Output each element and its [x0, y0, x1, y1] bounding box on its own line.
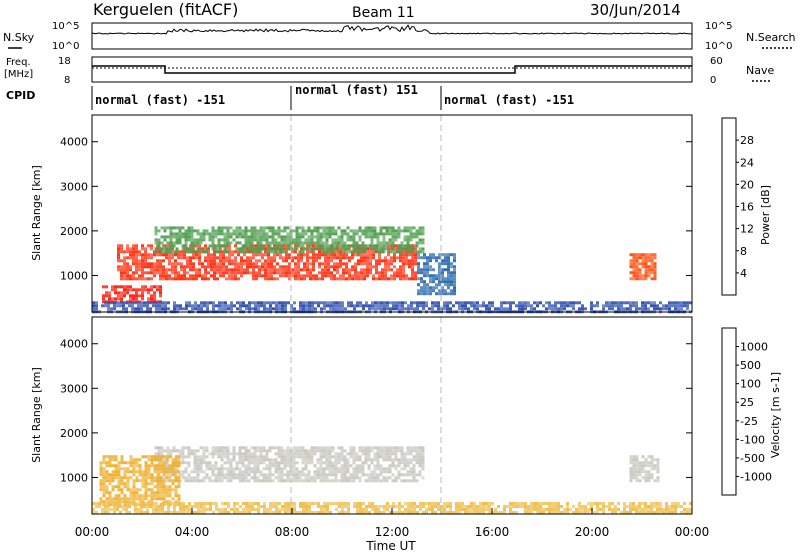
power-ytick-label-2: 2000 [60, 225, 88, 238]
cpid-segment-3: normal (fast) -151 [444, 93, 574, 107]
velocity-colorbar: 1000 500 100 25 -25 -100 -500 -1000 [721, 327, 772, 496]
nsearch-label: N.Search [746, 31, 796, 44]
beam-title: Beam 11 [352, 5, 415, 21]
time-x-axis: 00:00 04:00 08:00 12:00 16:00 20:00 00:00 [75, 508, 710, 539]
velocity-colorbar-tick-4: -25 [740, 415, 758, 428]
station-title: Kerguelen (fitACF) [93, 0, 238, 19]
power-colorbar: 28 24 20 16 12 8 4 [721, 117, 754, 296]
nsky-trace [91, 24, 692, 35]
velocity-colorbar-tick-1: 500 [740, 359, 761, 372]
cpid-segment-2: normal (fast) 151 [295, 83, 418, 97]
velocity-colorbar-label: Velocity [m s-1] [769, 372, 782, 458]
velocity-region-2 [92, 502, 692, 514]
power-colorbar-tick-3: 16 [740, 201, 754, 214]
nsearch-tick-bottom: 10^0 [705, 41, 732, 52]
velocity-colorbar-tick-7: -1000 [740, 470, 772, 483]
nave-label: Nave [746, 64, 774, 77]
power-ytick-label-0: 4000 [60, 136, 88, 149]
nave-tick-top: 60 [710, 56, 723, 67]
velocity-colorbar-tick-0: 1000 [740, 341, 768, 354]
power-region-1 [102, 285, 162, 304]
velocity-ytick-label-0: 4000 [60, 338, 88, 351]
power-panel: 4000 3000 2000 1000 Slant Range [km] 28 24 20… [30, 114, 772, 314]
power-ylabel: Slant Range [km] [30, 165, 43, 261]
velocity-ylabel: Slant Range [km] [30, 367, 43, 463]
xtick-label-3: 12:00 [375, 525, 410, 539]
cpid-segment-1: normal (fast) -151 [95, 93, 225, 107]
velocity-colorbar-tick-5: -100 [740, 433, 765, 446]
xtick-label-4: 16:00 [475, 525, 510, 539]
velocity-colorbar-tick-6: -500 [740, 452, 765, 465]
freq-unit-label: [MHz] [4, 69, 33, 80]
nsky-panel: N.Sky 10^5 10^0 10^5 10^0 N.Search [3, 21, 796, 52]
velocity-ytick-label-1: 3000 [60, 382, 88, 395]
velocity-ytick-label-3: 1000 [60, 471, 88, 484]
xtick-label-1: 04:00 [175, 525, 210, 539]
power-colorbar-tick-6: 4 [740, 267, 747, 280]
freq-panel: Freq. [MHz] 18 8 60 0 Nave [4, 56, 774, 86]
xtick-label-0: 00:00 [75, 525, 110, 539]
velocity-region-1 [99, 455, 181, 507]
nsky-tick-top: 10^5 [52, 21, 79, 32]
xtick-label-5: 20:00 [575, 525, 610, 539]
time-xlabel: Time UT [365, 539, 416, 553]
velocity-colorbar-tick-2: 100 [740, 378, 761, 391]
power-ytick-label-1: 3000 [60, 180, 88, 193]
velocity-region-3 [629, 455, 660, 483]
cpid-label: CPID [6, 89, 35, 102]
power-y-axis: 4000 3000 2000 1000 [60, 136, 692, 282]
freq-trace [92, 65, 692, 74]
power-colorbar-tick-0: 28 [740, 134, 754, 147]
freq-label: Freq. [6, 57, 31, 68]
velocity-colorbar-tick-3: 25 [740, 396, 754, 409]
xtick-label-2: 08:00 [275, 525, 310, 539]
power-colorbar-label: Power [dB] [759, 185, 772, 245]
date-title: 30/Jun/2014 [590, 1, 681, 19]
power-ytick-label-3: 1000 [60, 269, 88, 282]
nave-tick-bottom: 0 [710, 75, 716, 86]
velocity-data-regions [92, 446, 692, 514]
velocity-ytick-label-2: 2000 [60, 427, 88, 440]
power-region-4 [417, 253, 456, 296]
xtick-label-6: 00:00 [675, 525, 710, 539]
freq-tick-top: 18 [58, 56, 71, 67]
velocity-y-axis: 4000 3000 2000 1000 [60, 338, 692, 484]
freq-tick-bottom: 8 [64, 75, 70, 86]
velocity-region-0 [154, 446, 425, 483]
nsky-tick-bottom: 10^0 [52, 41, 79, 52]
power-colorbar-tick-2: 20 [740, 178, 754, 191]
power-region-5 [629, 253, 657, 281]
cpid-panel: CPID normal (fast) -151 normal (fast) 15… [6, 83, 574, 110]
power-colorbar-tick-5: 8 [740, 245, 747, 258]
power-colorbar-tick-4: 12 [740, 223, 754, 236]
nsearch-tick-top: 10^5 [705, 21, 732, 32]
nsky-label: N.Sky [3, 31, 35, 44]
power-data-regions [92, 226, 692, 314]
power-colorbar-tick-1: 24 [740, 156, 754, 169]
